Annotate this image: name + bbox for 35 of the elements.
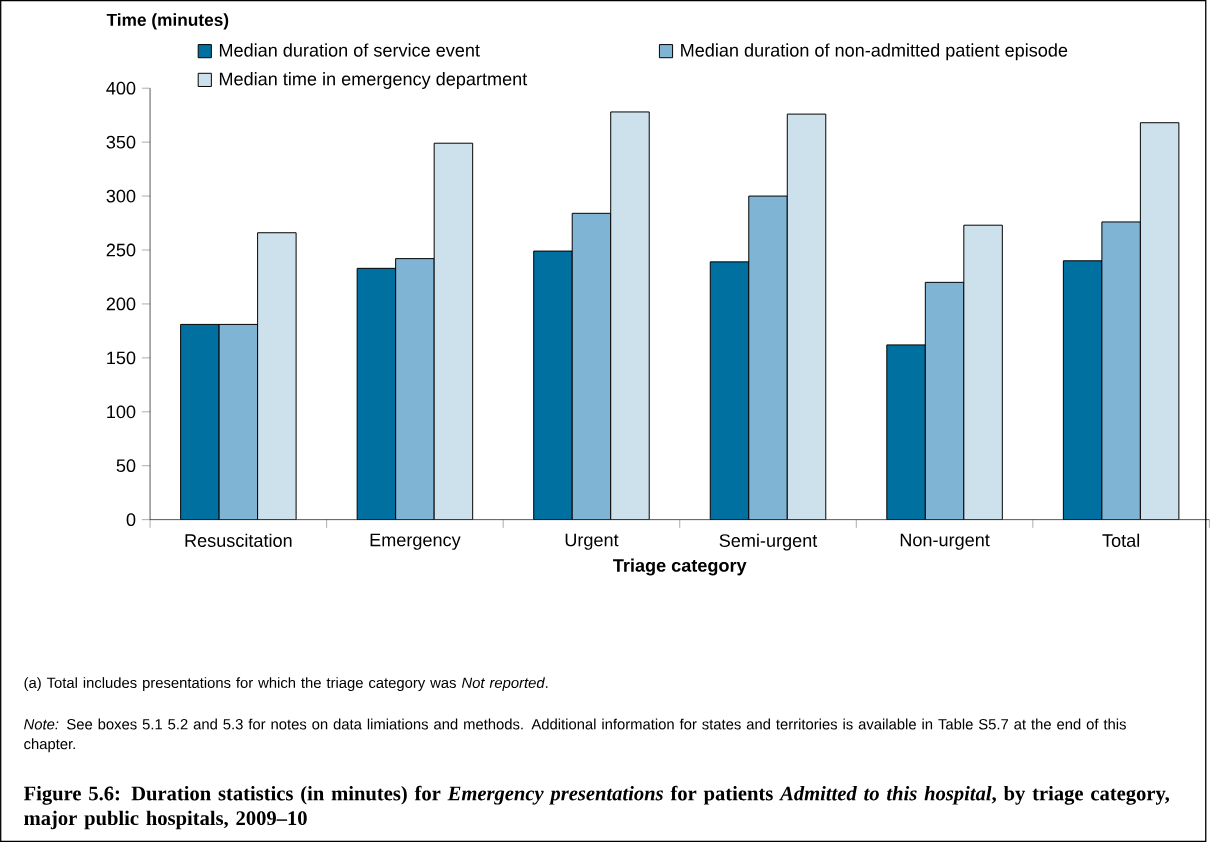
bar bbox=[433, 142, 474, 520]
y-tick-label: 300 bbox=[106, 189, 136, 203]
y-tick-label: 50 bbox=[116, 459, 136, 473]
y-tick-label: 400 bbox=[106, 81, 136, 95]
bar bbox=[610, 111, 650, 520]
y-tick-label: 250 bbox=[106, 243, 136, 257]
x-tick-label: Emergency bbox=[370, 533, 461, 550]
bar bbox=[886, 344, 926, 520]
y-tick-label: 100 bbox=[107, 405, 136, 419]
legend-label: Median duration of service event bbox=[219, 43, 480, 57]
bar bbox=[1139, 122, 1180, 520]
y-tick-label: 350 bbox=[106, 135, 136, 149]
y-tick-label: 200 bbox=[106, 297, 136, 311]
x-tick-label: Total bbox=[1102, 533, 1140, 547]
bar bbox=[356, 267, 397, 520]
chart-title: Figure 5.6: Duration statistics (in minutes) for Emergency presentations for patients Admitted to this hospital, by triage category, major public hospitals, 2009–10 bbox=[23, 785, 1170, 830]
text: Note: See boxes 5.1 5.2 and 5.3 for notes on data limiations and methods. Additional information for states and territories is available in Table S5.7 at the end of this chapter. bbox=[24, 718, 1126, 753]
bar bbox=[709, 261, 750, 520]
legend-label: Median duration of non-admitted patient episode bbox=[681, 43, 1068, 61]
bar bbox=[257, 232, 297, 520]
x-tick-label: Semi-urgent bbox=[719, 533, 818, 551]
legend-label: Median time in emergency department bbox=[219, 72, 528, 89]
bar bbox=[786, 113, 827, 520]
bar bbox=[1062, 260, 1103, 520]
y-tick-label: 0 bbox=[126, 513, 136, 526]
text: (a) Total includes presentations for which the triage category was Not reported. bbox=[24, 677, 548, 691]
x-axis-title: Triage category bbox=[613, 558, 747, 576]
x-tick-label: Urgent bbox=[565, 533, 619, 550]
y-axis-title: Time (minutes) bbox=[106, 13, 229, 30]
bar bbox=[533, 250, 573, 520]
x-tick-label: Resuscitation bbox=[185, 533, 292, 547]
y-tick-label: 150 bbox=[107, 351, 136, 365]
bar bbox=[180, 323, 220, 520]
bar bbox=[963, 224, 1003, 520]
x-tick-label: Non-urgent bbox=[900, 533, 990, 550]
